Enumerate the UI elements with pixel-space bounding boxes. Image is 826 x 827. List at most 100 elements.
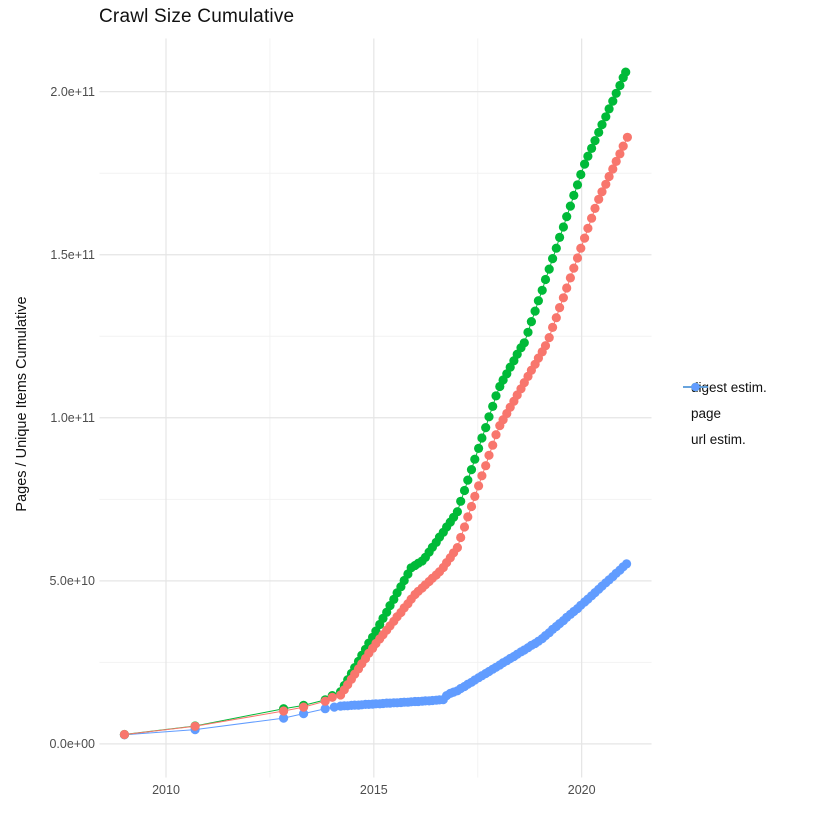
legend-label: url estim. xyxy=(691,432,746,447)
data-point xyxy=(611,88,621,98)
data-point xyxy=(320,704,330,714)
data-point xyxy=(474,443,484,453)
data-point xyxy=(618,141,628,151)
legend-label: page xyxy=(691,406,722,421)
series-points-digest-estim xyxy=(119,132,633,740)
x-tick-label: 2020 xyxy=(567,783,596,797)
data-point xyxy=(597,187,607,197)
legend: digest estim. page url estim. xyxy=(682,380,767,447)
data-point xyxy=(551,243,561,253)
chart-title: Crawl Size Cumulative xyxy=(99,6,295,27)
data-point xyxy=(551,313,561,323)
data-point xyxy=(555,232,565,242)
data-point xyxy=(470,454,480,464)
data-point xyxy=(611,156,621,166)
data-point xyxy=(530,306,540,316)
data-point xyxy=(299,709,309,719)
data-point xyxy=(594,194,604,204)
data-point xyxy=(459,522,470,532)
data-point xyxy=(604,171,614,182)
data-point xyxy=(190,721,200,731)
data-point xyxy=(540,341,551,351)
data-point xyxy=(327,692,337,702)
data-point xyxy=(320,696,330,706)
series-points-url-estim xyxy=(119,559,632,740)
x-tick-label: 2015 xyxy=(359,783,388,797)
data-point xyxy=(580,159,590,169)
data-point xyxy=(488,440,498,450)
data-point xyxy=(576,169,586,180)
data-point xyxy=(548,322,558,332)
data-point xyxy=(466,465,477,475)
data-point xyxy=(572,180,583,190)
data-point xyxy=(562,212,572,222)
data-point xyxy=(558,293,569,303)
data-point xyxy=(299,702,309,712)
data-point xyxy=(594,127,604,137)
data-point xyxy=(587,143,597,153)
series-points-page xyxy=(119,67,631,740)
data-point xyxy=(470,491,480,501)
data-point xyxy=(544,264,554,274)
data-point xyxy=(569,263,579,273)
data-point xyxy=(622,132,633,142)
data-point xyxy=(580,233,590,243)
legend-item-page: page xyxy=(682,382,767,421)
data-point xyxy=(456,532,466,543)
data-point xyxy=(463,512,473,522)
data-point xyxy=(608,164,618,174)
data-point xyxy=(558,222,569,232)
data-point xyxy=(477,433,487,443)
data-point xyxy=(565,273,576,283)
data-point xyxy=(555,303,565,313)
legend-item-url-estim: url estim. xyxy=(682,382,767,447)
data-point xyxy=(604,104,614,114)
y-tick-label: 2.0e+11 xyxy=(50,84,95,99)
data-point xyxy=(491,391,501,401)
y-tick-label: 1.5e+11 xyxy=(50,247,95,262)
data-point xyxy=(622,559,632,569)
data-point xyxy=(590,203,600,213)
data-point xyxy=(484,450,494,460)
data-point xyxy=(601,112,611,122)
data-point xyxy=(279,713,289,723)
data-point xyxy=(537,285,547,295)
legend-label: digest estim. xyxy=(691,380,767,395)
data-point xyxy=(279,706,289,716)
x-tick-label: 2010 xyxy=(152,783,180,797)
data-point xyxy=(488,401,498,411)
data-point xyxy=(526,317,537,327)
data-point xyxy=(615,149,625,159)
data-point xyxy=(548,254,558,264)
data-point xyxy=(463,475,473,485)
data-point xyxy=(481,423,491,433)
data-point xyxy=(601,179,611,189)
data-point xyxy=(562,283,572,293)
y-tick-label: 1.0e+11 xyxy=(50,410,95,425)
data-point xyxy=(481,461,491,471)
y-tick-label: 5.0e+10 xyxy=(49,573,95,588)
data-point xyxy=(540,274,551,285)
data-point xyxy=(477,471,487,481)
data-point xyxy=(474,481,484,491)
data-point xyxy=(590,136,600,146)
data-point xyxy=(608,96,618,106)
data-point xyxy=(597,120,607,130)
y-tick-label: 0.0e+00 xyxy=(49,736,95,751)
data-point xyxy=(519,338,529,348)
data-point xyxy=(587,213,597,223)
data-point xyxy=(621,67,631,77)
legend-key-dot xyxy=(691,382,700,392)
data-point xyxy=(452,543,462,553)
data-point xyxy=(569,190,579,200)
data-point xyxy=(533,296,544,306)
data-point xyxy=(119,729,129,740)
data-point xyxy=(615,80,625,91)
data-point xyxy=(576,243,586,253)
data-point xyxy=(523,327,533,337)
data-point xyxy=(572,253,583,263)
data-point xyxy=(466,501,477,512)
data-point xyxy=(583,151,593,161)
